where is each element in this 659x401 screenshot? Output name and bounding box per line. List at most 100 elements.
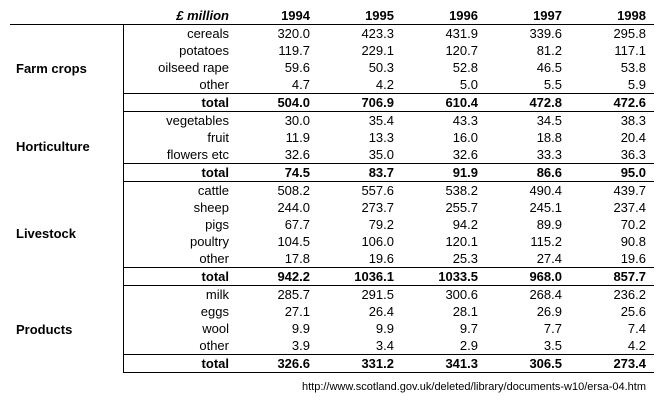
value-cell: 19.6 <box>368 251 394 266</box>
agricultural-output-table: £ million 1994 1995 1996 1997 1998 Farm … <box>10 7 654 373</box>
total-value-cell: 74.5 <box>234 163 318 182</box>
table-row: Horticulture vegetables 30.0 35.4 43.3 34.5 38… <box>10 111 654 182</box>
value-cell: 36.3 <box>620 147 646 162</box>
total-value-cell: 857.7 <box>570 267 654 286</box>
table-row: sheep 244.0 273.7 255.7 245.1 237.4 <box>10 199 654 216</box>
total-row: total 504.0 706.9 610.4 472.8 472.6 <box>10 93 654 112</box>
item-label: poultry <box>189 234 229 249</box>
item-label: other <box>199 251 229 266</box>
value-cell: 32.6 <box>452 147 478 162</box>
item-label: other <box>199 77 229 92</box>
value-cell: 28.1 <box>452 304 478 319</box>
value-cell: 34.5 <box>536 113 562 128</box>
table-row: poultry 104.5 106.0 120.1 115.2 90.8 <box>10 233 654 250</box>
value-cell: 5.5 <box>543 77 562 92</box>
table-row: Products milk 285.7 291.5 300.6 268.4 236.2 <box>10 285 654 373</box>
total-value-cell: 86.6 <box>486 163 570 182</box>
table-row: wool 9.9 9.9 9.7 7.7 7.4 <box>10 320 654 337</box>
year-header: 1998 <box>570 7 654 25</box>
item-label: potatoes <box>179 43 229 58</box>
table-row: other 3.9 3.4 2.9 3.5 4.2 <box>10 337 654 355</box>
value-cell: 27.4 <box>536 251 562 266</box>
value-cell: 9.7 <box>459 321 478 336</box>
value-cell: 25.6 <box>620 304 646 319</box>
total-value-cell: 610.4 <box>402 93 486 112</box>
value-cell: 431.9 <box>445 26 478 41</box>
value-cell: 4.2 <box>375 77 394 92</box>
value-cell: 423.3 <box>361 26 394 41</box>
value-cell: 120.7 <box>445 43 478 58</box>
total-value-cell: 1033.5 <box>402 267 486 286</box>
value-cell: 4.2 <box>627 338 646 353</box>
value-cell: 273.7 <box>361 200 394 215</box>
value-cell: 35.0 <box>368 147 394 162</box>
value-cell: 3.9 <box>291 338 310 353</box>
group-section: Farm crops cereals 320.0 423.3 431.9 339.6 295… <box>10 24 654 112</box>
category-label: Farm crops <box>10 24 124 112</box>
value-cell: 4.7 <box>291 77 310 92</box>
value-cell: 115.2 <box>530 234 562 249</box>
item-label: cattle <box>197 183 229 198</box>
year-header: 1994 <box>234 7 318 25</box>
item-label: milk <box>205 287 229 302</box>
total-row: total 942.2 1036.1 1033.5 968.0 857.7 <box>10 267 654 286</box>
value-cell: 9.9 <box>375 321 394 336</box>
output-table-wrapper: £ million 1994 1995 1996 1997 1998 Farm … <box>10 7 654 373</box>
value-cell: 439.7 <box>613 183 646 198</box>
item-label: wool <box>202 321 229 336</box>
item-label: oilseed rape <box>158 60 229 75</box>
item-label: pigs <box>205 217 229 232</box>
table-row: Farm crops cereals 320.0 423.3 431.9 339.6 295… <box>10 24 654 112</box>
value-cell: 33.3 <box>536 147 562 162</box>
value-cell: 508.2 <box>277 183 310 198</box>
item-label: flowers etc <box>166 147 229 162</box>
value-cell: 89.9 <box>536 217 562 232</box>
table-row: other 17.8 19.6 25.3 27.4 19.6 <box>10 250 654 268</box>
value-cell: 320.0 <box>277 26 310 41</box>
value-cell: 295.8 <box>613 26 646 41</box>
value-cell: 339.6 <box>529 26 562 41</box>
total-label: total <box>123 163 234 182</box>
value-cell: 20.4 <box>620 130 646 145</box>
value-cell: 7.7 <box>543 321 562 336</box>
table-row: other 4.7 4.2 5.0 5.5 5.9 <box>10 76 654 94</box>
item-label: sheep <box>193 200 229 215</box>
table-row: fruit 11.9 13.3 16.0 18.8 20.4 <box>10 129 654 146</box>
header-blank-cell <box>10 7 124 25</box>
total-value-cell: 91.9 <box>402 163 486 182</box>
total-value-cell: 706.9 <box>318 93 402 112</box>
total-row: total 74.5 83.7 91.9 86.6 95.0 <box>10 163 654 182</box>
category-label: Products <box>10 285 124 373</box>
value-cell: 19.6 <box>620 251 646 266</box>
value-cell: 25.3 <box>452 251 478 266</box>
value-cell: 18.8 <box>536 130 562 145</box>
value-cell: 27.1 <box>284 304 310 319</box>
table-row: flowers etc 32.6 35.0 32.6 33.3 36.3 <box>10 146 654 164</box>
item-label: fruit <box>207 130 229 145</box>
item-label: vegetables <box>166 113 229 128</box>
table-row: potatoes 119.7 229.1 120.7 81.2 117.1 <box>10 42 654 59</box>
value-cell: 2.9 <box>459 338 478 353</box>
value-cell: 285.7 <box>277 287 310 302</box>
value-cell: 30.0 <box>284 113 310 128</box>
value-cell: 538.2 <box>445 183 478 198</box>
value-cell: 50.3 <box>368 60 394 75</box>
value-cell: 120.1 <box>445 234 478 249</box>
total-value-cell: 1036.1 <box>318 267 402 286</box>
value-cell: 46.5 <box>536 60 562 75</box>
total-label: total <box>123 267 234 286</box>
value-cell: 229.1 <box>361 43 394 58</box>
year-header: 1996 <box>402 7 486 25</box>
value-cell: 291.5 <box>361 287 394 302</box>
value-cell: 5.9 <box>627 77 646 92</box>
unit-label: £ million <box>123 7 234 25</box>
total-value-cell: 341.3 <box>402 354 486 373</box>
item-label: cereals <box>187 26 229 41</box>
value-cell: 16.0 <box>452 130 478 145</box>
header-row: £ million 1994 1995 1996 1997 1998 <box>10 7 654 25</box>
category-label: Horticulture <box>10 111 124 182</box>
group-section: Products milk 285.7 291.5 300.6 268.4 236.2 egg… <box>10 285 654 373</box>
table-row: oilseed rape 59.6 50.3 52.8 46.5 53.8 <box>10 59 654 76</box>
total-value-cell: 83.7 <box>318 163 402 182</box>
value-cell: 490.4 <box>529 183 562 198</box>
